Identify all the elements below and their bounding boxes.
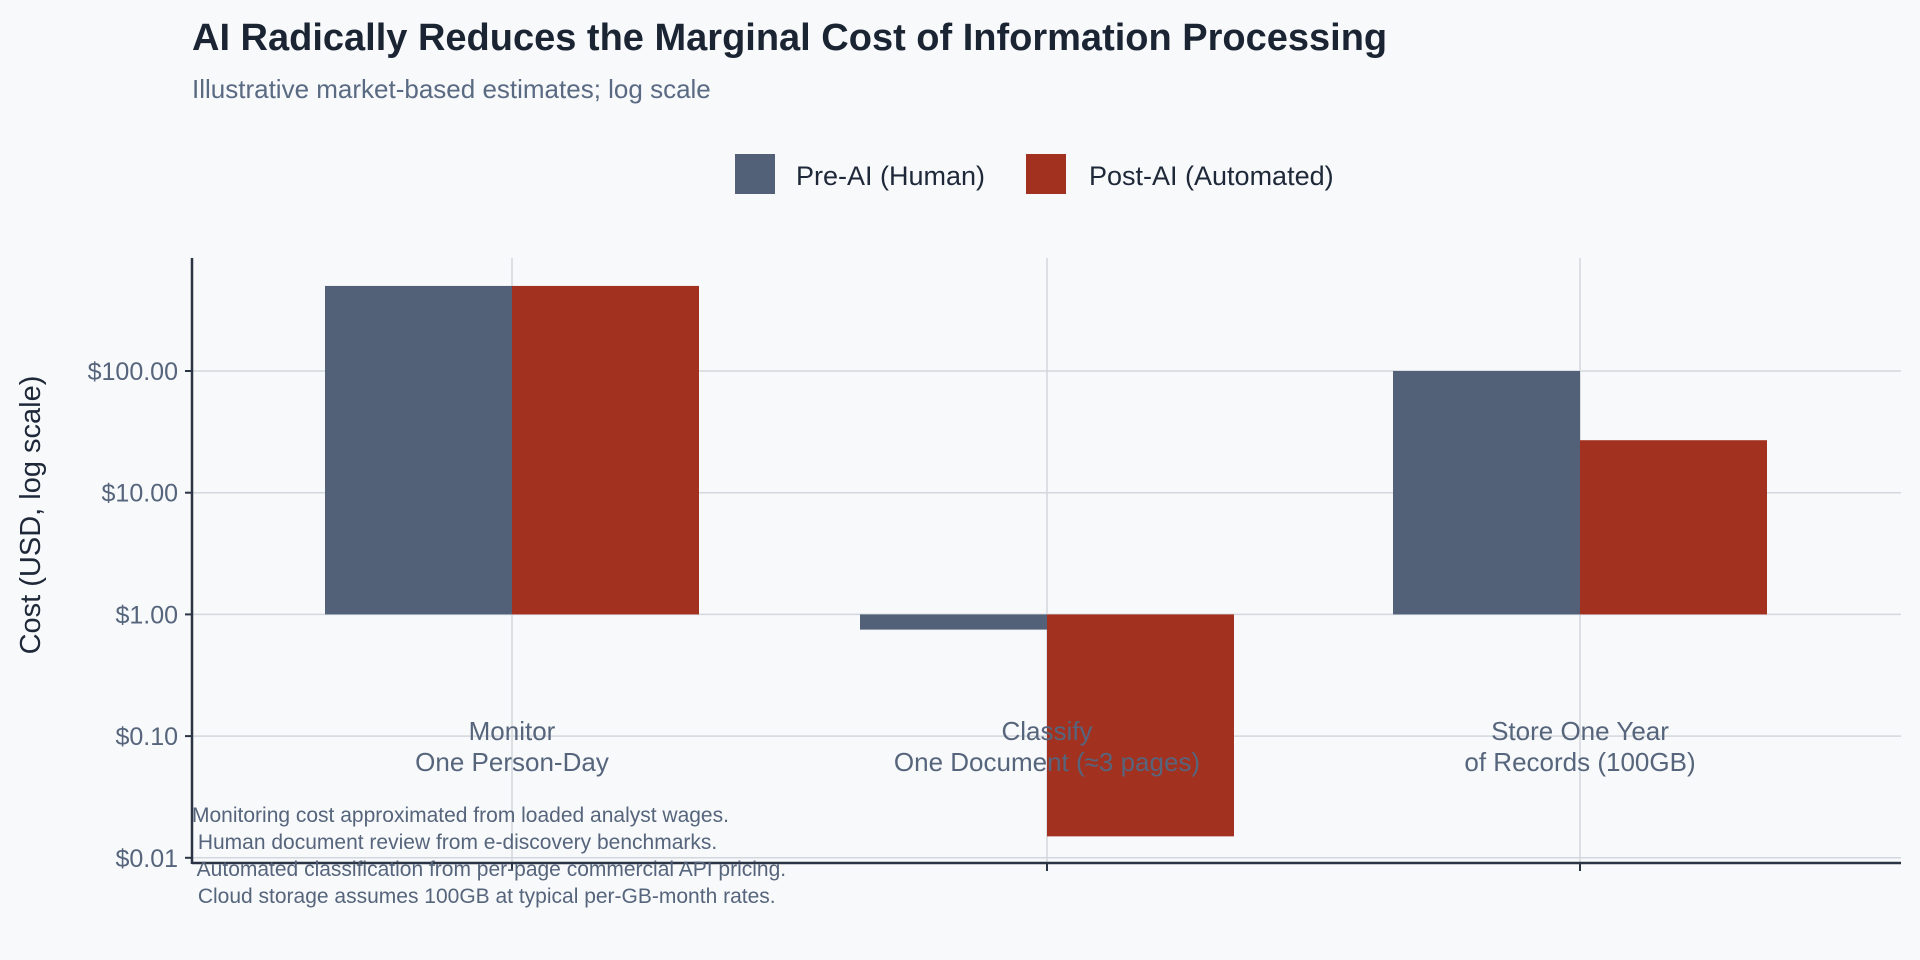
x-tick-label: of Records (100GB) <box>1464 747 1695 777</box>
y-axis-label: Cost (USD, log scale) <box>15 376 47 655</box>
x-tick-label: One Person-Day <box>415 747 609 777</box>
x-tick-label: Store One Year <box>1491 716 1669 746</box>
y-tick-label: $1.00 <box>115 601 178 629</box>
bars <box>325 285 1767 837</box>
bar-post-ai-1 <box>1047 614 1234 837</box>
footnote-line: Automated classification from per-page c… <box>192 858 786 881</box>
x-tick-label: Monitor <box>469 716 556 746</box>
y-tick-label: $0.01 <box>115 845 178 873</box>
legend-label-post-ai: Post-AI (Automated) <box>1089 161 1334 191</box>
x-tick-label: Classify <box>1001 716 1092 746</box>
footnote-line: Cloud storage assumes 100GB at typical p… <box>192 885 776 908</box>
legend-label-pre-ai: Pre-AI (Human) <box>796 161 985 191</box>
bar-pre-ai-1 <box>860 614 1047 630</box>
bar-pre-ai-0 <box>325 285 512 615</box>
footnote-line: Human document review from e-discovery b… <box>192 831 717 854</box>
legend: Pre-AI (Human) Post-AI (Automated) <box>735 154 1334 194</box>
footnotes: Monitoring cost approximated from loaded… <box>192 804 786 908</box>
legend-swatch-post-ai <box>1026 154 1066 194</box>
bar-post-ai-2 <box>1580 440 1767 615</box>
legend-swatch-pre-ai <box>735 154 775 194</box>
chart-title: AI Radically Reduces the Marginal Cost o… <box>192 17 1387 59</box>
footnote-line: Monitoring cost approximated from loaded… <box>192 804 729 827</box>
bar-post-ai-0 <box>512 285 699 615</box>
x-tick-label: One Document (≈3 pages) <box>894 747 1200 777</box>
chart-subtitle: Illustrative market-based estimates; log… <box>192 74 711 104</box>
bar-pre-ai-2 <box>1393 371 1580 615</box>
y-tick-label: $0.10 <box>115 723 178 751</box>
y-tick-label: $10.00 <box>102 480 178 508</box>
y-tick-label: $100.00 <box>88 358 178 386</box>
